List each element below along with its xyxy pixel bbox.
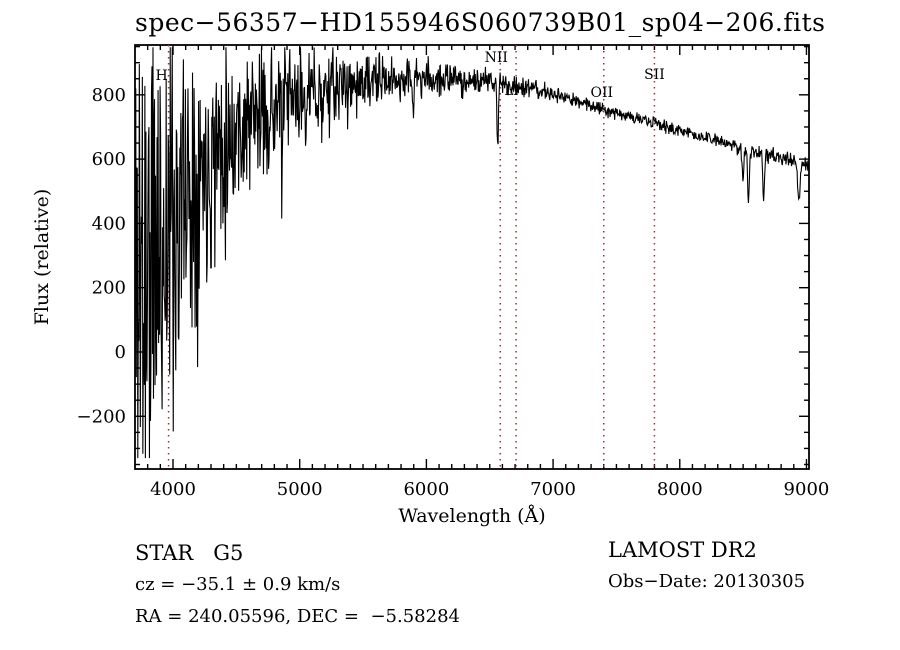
page-title: spec−56357−HD155946S060739B01_sp04−206.f… bbox=[135, 8, 826, 37]
y-tick-label: 400 bbox=[92, 213, 126, 234]
flux-axis-label: Flux (relative) bbox=[31, 188, 53, 326]
spectral-line-label: SII bbox=[644, 67, 665, 83]
plot-box bbox=[134, 44, 810, 470]
footer-survey: LAMOST DR2 bbox=[608, 538, 757, 562]
x-tick-label: 7000 bbox=[530, 479, 576, 500]
y-tick-label: 0 bbox=[115, 342, 126, 363]
spectral-line-label: OII bbox=[590, 85, 613, 101]
footer-obsdate: Obs−Date: 20130305 bbox=[608, 571, 806, 592]
wavelength-axis-label: Wavelength (Å) bbox=[398, 505, 546, 527]
x-tick-label: 4000 bbox=[150, 479, 196, 500]
spectrum-trace bbox=[134, 47, 810, 459]
y-tick-label: 200 bbox=[92, 278, 126, 299]
y-tick-label: 600 bbox=[92, 149, 126, 170]
axis-ticks bbox=[135, 45, 809, 469]
spectral-line-label: NII bbox=[485, 50, 508, 66]
footer-object-type: STAR G5 bbox=[135, 541, 244, 565]
footer-radec: RA = 240.05596, DEC = −5.58284 bbox=[135, 606, 460, 627]
y-tick-label: 800 bbox=[92, 85, 126, 106]
spectral-line-label: H bbox=[155, 68, 167, 84]
x-tick-label: 9000 bbox=[784, 479, 830, 500]
x-tick-label: 5000 bbox=[277, 479, 323, 500]
tick-labels: 4000 5000 6000 7000 8000 9000 800 600 400 200 0 −20… bbox=[77, 85, 830, 500]
x-tick-label: 8000 bbox=[657, 479, 703, 500]
footer-cz: cz = −35.1 ± 0.9 km/s bbox=[135, 574, 341, 595]
y-tick-label: −200 bbox=[77, 406, 126, 427]
x-tick-label: 6000 bbox=[403, 479, 449, 500]
